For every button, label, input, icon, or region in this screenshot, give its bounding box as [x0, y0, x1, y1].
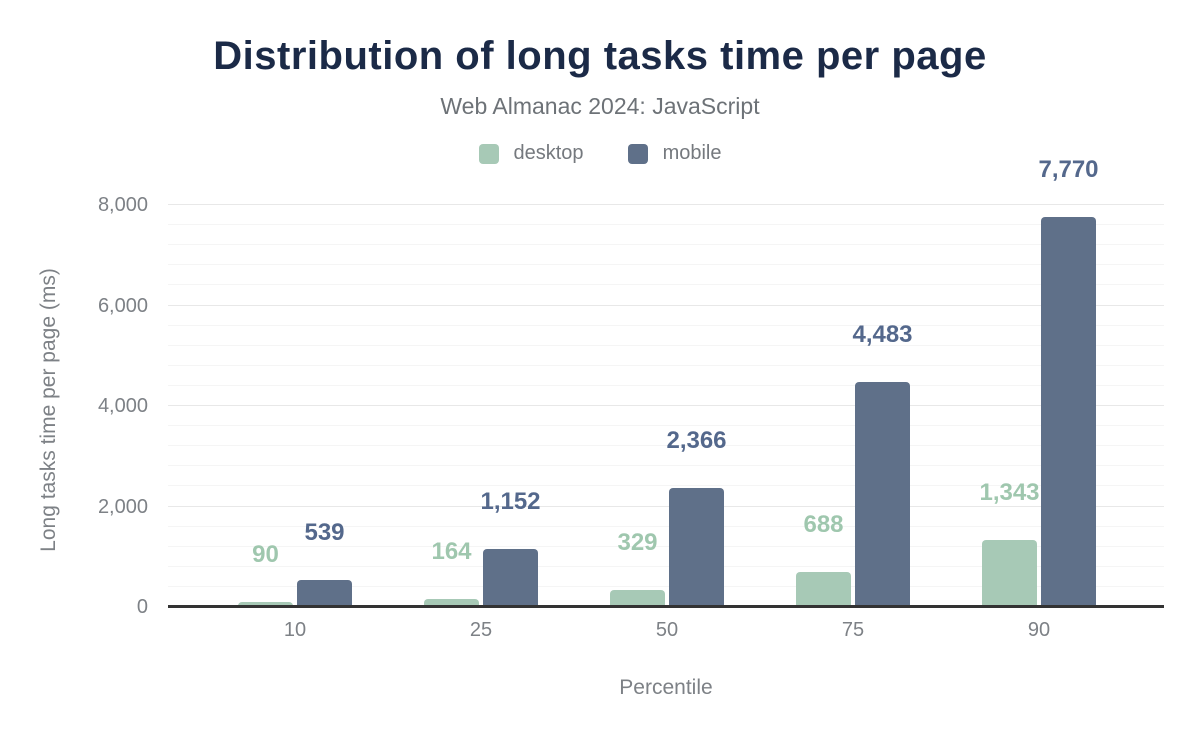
bar-desktop-p10[interactable] [238, 602, 293, 607]
x-tick-label-10: 10 [283, 619, 307, 641]
bar-mobile-p25[interactable] [483, 549, 538, 607]
bar-desktop-p50[interactable] [610, 590, 665, 607]
data-label-desktop-p50: 329 [617, 529, 658, 557]
y-tick-label: 4,000 [97, 395, 148, 417]
gridline-minor [168, 565, 1164, 567]
gridline-minor [168, 264, 1164, 266]
data-label-desktop-p10: 90 [252, 541, 279, 569]
bar-mobile-p50[interactable] [669, 488, 724, 607]
x-tick-label-75: 75 [841, 619, 865, 641]
gridline-minor [168, 364, 1164, 366]
legend-swatch-mobile [627, 143, 648, 164]
gridline-minor [168, 545, 1164, 547]
gridline-minor [168, 445, 1164, 447]
legend-label-mobile: mobile [662, 142, 722, 164]
bar-mobile-p75[interactable] [855, 381, 910, 607]
bar-mobile-p10[interactable] [297, 579, 352, 607]
legend: desktop mobile [0, 142, 1200, 165]
data-label-desktop-p25: 164 [431, 537, 472, 565]
gridline-major [168, 505, 1164, 507]
gridline-minor [168, 284, 1164, 286]
y-tick-label: 6,000 [97, 294, 148, 317]
y-axis-title: Long tasks time per page (ms) [37, 268, 60, 552]
y-tick-label: 2,000 [97, 495, 148, 518]
chart-subtitle: Web Almanac 2024: JavaScript [440, 93, 760, 119]
data-label-mobile-p10: 539 [304, 518, 345, 546]
chart-title: Distribution of long tasks time per page [213, 34, 987, 78]
data-label-mobile-p25: 1,152 [480, 488, 541, 516]
gridline-major [168, 304, 1164, 306]
legend-swatch-desktop [478, 143, 499, 164]
data-label-desktop-p90: 1,343 [979, 478, 1040, 506]
data-label-mobile-p90: 7,770 [1038, 155, 1099, 183]
data-label-mobile-p50: 2,366 [666, 427, 727, 455]
plot-area: 0 2,000 4,000 6,000 8,000 90 539 10 164 1,152 25 32… [98, 156, 1164, 641]
gridline-minor [168, 224, 1164, 226]
legend-item-desktop: desktop [478, 142, 584, 165]
gridline-minor [168, 324, 1164, 326]
gridline-major [168, 204, 1164, 205]
x-tick-label-90: 90 [1027, 619, 1051, 641]
bar-desktop-p90[interactable] [982, 539, 1037, 607]
gridline-minor [168, 384, 1164, 386]
gridline-minor [168, 344, 1164, 346]
bar-desktop-p75[interactable] [796, 572, 851, 607]
gridline-minor [168, 465, 1164, 467]
legend-label-desktop: desktop [513, 142, 584, 164]
x-tick-label-25: 25 [469, 619, 493, 641]
gridline-minor [168, 485, 1164, 487]
x-axis-baseline [168, 605, 1164, 608]
x-tick-label-50: 50 [655, 619, 679, 641]
gridline-minor [168, 585, 1164, 587]
gridline-minor [168, 525, 1164, 527]
legend-item-mobile: mobile [627, 142, 722, 165]
gridline-minor [168, 425, 1164, 427]
data-label-desktop-p75: 688 [803, 511, 844, 539]
y-tick-label: 0 [136, 596, 148, 618]
x-axis-title: Percentile [619, 676, 713, 699]
gridline-minor [168, 244, 1164, 246]
bar-desktop-p25[interactable] [424, 598, 479, 607]
data-label-mobile-p75: 4,483 [852, 320, 913, 348]
y-tick-label: 8,000 [97, 194, 148, 216]
gridline-major [168, 405, 1164, 406]
bar-mobile-p90[interactable] [1041, 216, 1096, 607]
